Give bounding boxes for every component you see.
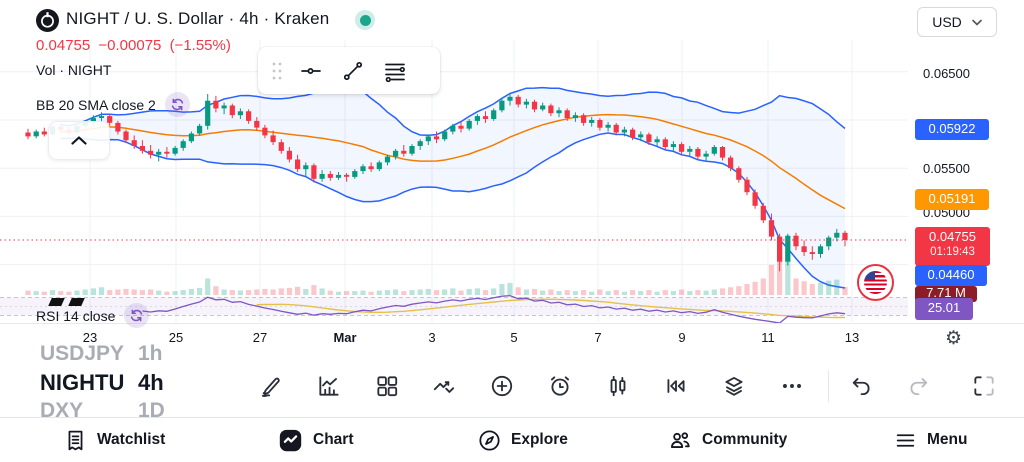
nav-item-watchlist[interactable]: Watchlist: [63, 418, 165, 462]
redo-button[interactable]: [899, 366, 939, 406]
price-badge: 0.04755 01:19:43: [915, 227, 990, 266]
time-axis-tick: 25: [168, 330, 184, 345]
time-axis-tick: 11: [761, 330, 775, 345]
price-badge: 0.05191: [915, 189, 989, 210]
text-fade-gradient: [176, 368, 246, 400]
chevron-down-icon: [971, 19, 982, 26]
symbol-name: USDJPY: [40, 342, 125, 365]
layers-button[interactable]: [714, 366, 754, 406]
price-chart-svg[interactable]: [0, 0, 910, 356]
market-status-dot[interactable]: [355, 10, 375, 30]
bottom-navigation: Watchlist Chart Explore Community Menu: [0, 417, 1024, 462]
symbol-switcher-row-usdjpy[interactable]: USDJPY 1h: [40, 342, 163, 366]
nav-label: Community: [702, 431, 788, 448]
nav-label: Menu: [927, 431, 968, 448]
drag-handle[interactable]: [264, 51, 290, 91]
undo-button[interactable]: [841, 366, 881, 406]
chart-icon: [277, 427, 304, 454]
us-flag: [864, 271, 887, 294]
symbol-name: NIGHTU: [40, 370, 125, 395]
nav-item-chart[interactable]: Chart: [277, 418, 353, 462]
nav-label: Watchlist: [97, 431, 166, 448]
nav-item-explore[interactable]: Explore: [477, 418, 568, 462]
floating-draw-toolbar: [258, 47, 440, 94]
collapse-panel-button[interactable]: [48, 121, 110, 160]
fullscreen-button[interactable]: [964, 366, 1004, 406]
price-change: −0.00075: [98, 37, 162, 54]
symbol-switcher-row-nightu[interactable]: NIGHTU 4h: [40, 370, 164, 396]
interval: 1D: [138, 399, 165, 422]
nav-item-menu[interactable]: Menu: [893, 418, 967, 462]
bar-countdown: 01:19:43: [930, 246, 975, 258]
volume-bars: [25, 240, 848, 296]
nav-item-community[interactable]: Community: [667, 418, 787, 462]
nav-label: Chart: [313, 431, 354, 448]
symbol-logo: [36, 9, 59, 32]
symbol-name: DXY: [40, 399, 84, 422]
alert-button[interactable]: [540, 366, 580, 406]
symbol-title[interactable]: NIGHT / U. S. Dollar · 4h · Kraken: [66, 9, 330, 28]
price-badge: 0.05922: [915, 119, 989, 140]
layouts-button[interactable]: [367, 366, 407, 406]
add-button[interactable]: [482, 366, 522, 406]
time-axis[interactable]: 23 25 27 Mar 3 5 7 9 11 13: [0, 323, 1024, 348]
price-badge: 0.04460: [915, 265, 987, 286]
bb-lower-line: [60, 132, 846, 289]
nav-label: Explore: [511, 431, 568, 448]
time-axis-tick: 13: [844, 330, 860, 345]
toolbar-divider: [828, 370, 829, 402]
time-axis-tick: 7: [594, 330, 602, 345]
chart-settings-gear-icon[interactable]: ⚙: [945, 328, 963, 349]
volume-indicator-label[interactable]: Vol · NIGHT: [36, 62, 112, 78]
price-change-pct: (−1.55%): [169, 37, 231, 54]
bars-button[interactable]: [598, 366, 638, 406]
currency-value: USD: [932, 14, 962, 30]
patterns-button[interactable]: [424, 366, 464, 406]
time-axis-tick: 9: [678, 330, 686, 345]
bb-loading-icon: [164, 92, 190, 117]
draw-button[interactable]: [251, 366, 291, 406]
price-chart[interactable]: [0, 0, 910, 356]
interval: 4h: [138, 370, 164, 395]
chevron-up-icon: [71, 136, 87, 145]
chart-edit-toolbar: [0, 356, 1024, 414]
bb-fill: [60, 87, 845, 288]
currency-selector[interactable]: USD: [917, 7, 997, 37]
time-axis-tick: 23: [82, 330, 98, 345]
time-axis-tick: Mar: [333, 330, 357, 345]
time-axis-tick: 5: [510, 330, 518, 345]
rsi-loading-icon: [124, 303, 150, 328]
community-icon: [667, 427, 693, 453]
rsi-line: [142, 295, 846, 324]
candles: [25, 93, 848, 272]
price-scale-label: 0.06500: [923, 66, 970, 81]
indicators-button[interactable]: [309, 366, 349, 406]
more-button[interactable]: [772, 366, 812, 406]
price-scale-label: 0.05500: [923, 161, 970, 176]
watchlist-icon: [63, 428, 88, 453]
economic-event-flag-icon[interactable]: [857, 264, 894, 301]
interval: 1h: [138, 342, 163, 365]
rsi-indicator-label[interactable]: RSI 14 close: [36, 307, 116, 324]
parallel-lines-tool[interactable]: [374, 51, 416, 91]
explore-icon: [477, 428, 502, 453]
symbol-switcher-row-dxy[interactable]: DXY 1D: [40, 399, 165, 423]
menu-icon: [893, 428, 918, 453]
time-axis-tick: 27: [252, 330, 268, 345]
trend-line-tool[interactable]: [332, 51, 374, 91]
last-price: 0.04755: [36, 37, 91, 54]
price-badge: 25.01: [915, 298, 973, 320]
horizontal-line-tool[interactable]: [290, 51, 332, 91]
time-axis-tick: 3: [428, 330, 436, 345]
price-change-row: 0.04755 −0.00075 (−1.55%): [36, 37, 235, 54]
bollinger-indicator-label[interactable]: BB 20 SMA close 2: [36, 96, 156, 113]
replay-button[interactable]: [656, 366, 696, 406]
